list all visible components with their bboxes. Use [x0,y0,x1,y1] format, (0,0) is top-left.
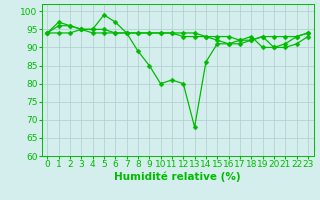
X-axis label: Humidité relative (%): Humidité relative (%) [114,172,241,182]
